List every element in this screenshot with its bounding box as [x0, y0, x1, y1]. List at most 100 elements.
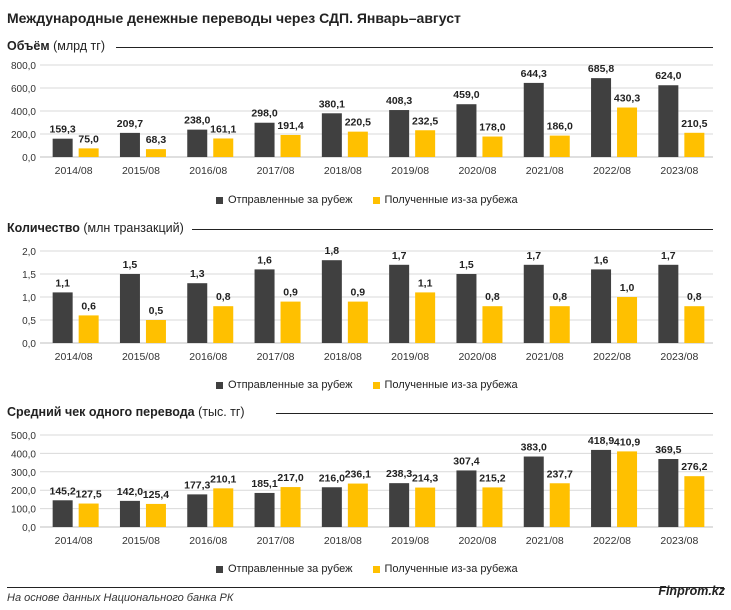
- legend-item-sent: Отправленные за рубеж: [216, 379, 353, 391]
- x-tick-label: 2016/08: [189, 535, 227, 547]
- x-tick-label: 2020/08: [458, 535, 496, 547]
- legend-item-received: Полученные из-за рубежа: [372, 194, 518, 206]
- bar-sent: [389, 264, 410, 343]
- x-tick-label: 2020/08: [458, 351, 496, 363]
- x-tick-label: 2016/08: [189, 165, 227, 177]
- bar-received: [617, 107, 638, 157]
- x-tick-label: 2022/08: [593, 535, 631, 547]
- x-tick-label: 2021/08: [526, 351, 564, 363]
- legend-swatch-sent: [216, 381, 223, 389]
- bar-received: [347, 483, 368, 527]
- bar-received: [617, 297, 638, 343]
- legend-label-received: Полученные из-за рубежа: [384, 194, 518, 206]
- page-title: Международные денежные переводы через СД…: [7, 10, 461, 26]
- data-label-sent: 383,0: [521, 442, 547, 454]
- bar-received: [415, 292, 436, 343]
- legend-label-sent: Отправленные за рубеж: [228, 379, 353, 391]
- bar-sent: [321, 113, 342, 157]
- y-tick-label: 0,5: [22, 316, 36, 327]
- legend-volume: Отправленные за рубеж Полученные из-за р…: [216, 194, 538, 206]
- bar-received: [347, 131, 368, 157]
- data-label-sent: 1,7: [661, 250, 676, 262]
- data-label-sent: 1,7: [392, 250, 407, 262]
- x-tick-label: 2019/08: [391, 351, 429, 363]
- bar-received: [415, 130, 436, 157]
- y-tick-label: 400,0: [11, 107, 36, 118]
- y-tick-label: 0,0: [22, 523, 36, 534]
- data-label-received: 236,1: [345, 469, 371, 481]
- y-tick-label: 1,0: [22, 293, 36, 304]
- bar-sent: [658, 459, 679, 527]
- data-label-sent: 369,5: [655, 444, 681, 456]
- data-label-received: 1,1: [418, 277, 433, 289]
- bar-received: [280, 134, 301, 157]
- data-label-received: 215,2: [479, 472, 505, 484]
- data-label-sent: 624,0: [655, 70, 681, 82]
- data-label-sent: 380,1: [319, 98, 345, 110]
- data-label-received: 0,8: [485, 291, 500, 303]
- legend-label-received: Полученные из-за рубежа: [384, 379, 518, 391]
- x-tick-label: 2017/08: [257, 351, 295, 363]
- bar-sent: [119, 132, 140, 157]
- bar-sent: [187, 129, 208, 157]
- x-tick-label: 2022/08: [593, 351, 631, 363]
- data-label-sent: 145,2: [50, 485, 76, 497]
- bar-received: [145, 503, 166, 527]
- panel-title-rule: [116, 47, 713, 48]
- data-label-sent: 216,0: [319, 472, 345, 484]
- bar-sent: [254, 122, 275, 157]
- bar-sent: [658, 264, 679, 343]
- data-label-received: 0,9: [283, 287, 298, 299]
- x-tick-label: 2018/08: [324, 351, 362, 363]
- data-label-sent: 1,8: [325, 245, 340, 257]
- bar-sent: [523, 264, 544, 343]
- x-tick-label: 2015/08: [122, 165, 160, 177]
- bar-received: [549, 135, 570, 157]
- data-label-sent: 1,6: [594, 254, 609, 266]
- data-label-received: 0,8: [216, 291, 231, 303]
- data-label-sent: 209,7: [117, 118, 143, 130]
- data-label-received: 214,3: [412, 473, 438, 485]
- data-label-received: 210,5: [681, 118, 707, 130]
- data-label-received: 75,0: [78, 133, 99, 145]
- legend-item-sent: Отправленные за рубеж: [216, 563, 353, 575]
- bar-sent: [658, 85, 679, 157]
- legend-swatch-received: [372, 565, 380, 573]
- legend-item-received: Полученные из-за рубежа: [372, 563, 518, 575]
- legend-label-sent: Отправленные за рубеж: [228, 563, 353, 575]
- legend-swatch-sent: [216, 196, 223, 204]
- data-label-received: 232,5: [412, 115, 438, 127]
- panel-title-rule: [192, 229, 713, 230]
- bar-sent: [254, 269, 275, 343]
- x-tick-label: 2018/08: [324, 165, 362, 177]
- bar-sent: [119, 274, 140, 343]
- bar-received: [617, 451, 638, 527]
- data-label-received: 210,1: [210, 473, 236, 485]
- bar-received: [549, 483, 570, 527]
- data-label-received: 127,5: [76, 489, 102, 501]
- bar-sent: [389, 110, 410, 157]
- bar-sent: [389, 483, 410, 527]
- data-label-sent: 307,4: [453, 455, 479, 467]
- panel-title-volume-bold: Объём: [7, 39, 50, 53]
- legend-item-received: Полученные из-за рубежа: [372, 379, 518, 391]
- data-label-received: 191,4: [277, 120, 303, 132]
- chart-volume: 0,0 200,0 400,0 600,0 800,0 159,375,0 2014/08 2…: [11, 61, 713, 177]
- bar-received: [213, 488, 234, 527]
- data-label-sent: 159,3: [50, 124, 76, 136]
- bar-received: [684, 306, 705, 343]
- data-label-sent: 1,1: [55, 277, 70, 289]
- data-label-sent: 418,9: [588, 435, 614, 447]
- data-label-received: 0,6: [81, 300, 96, 312]
- data-label-received: 125,4: [143, 489, 169, 501]
- legend-avg: Отправленные за рубеж Полученные из-за р…: [216, 563, 538, 575]
- data-label-sent: 1,3: [190, 268, 205, 280]
- bar-sent: [456, 104, 477, 157]
- data-label-received: 178,0: [479, 122, 505, 134]
- data-label-sent: 1,7: [526, 250, 541, 262]
- bar-sent: [523, 82, 544, 157]
- bar-sent: [187, 283, 208, 343]
- data-label-sent: 177,3: [184, 479, 210, 491]
- panel-title-volume-unit: (млрд тг): [49, 39, 105, 53]
- y-tick-label: 200,0: [11, 130, 36, 141]
